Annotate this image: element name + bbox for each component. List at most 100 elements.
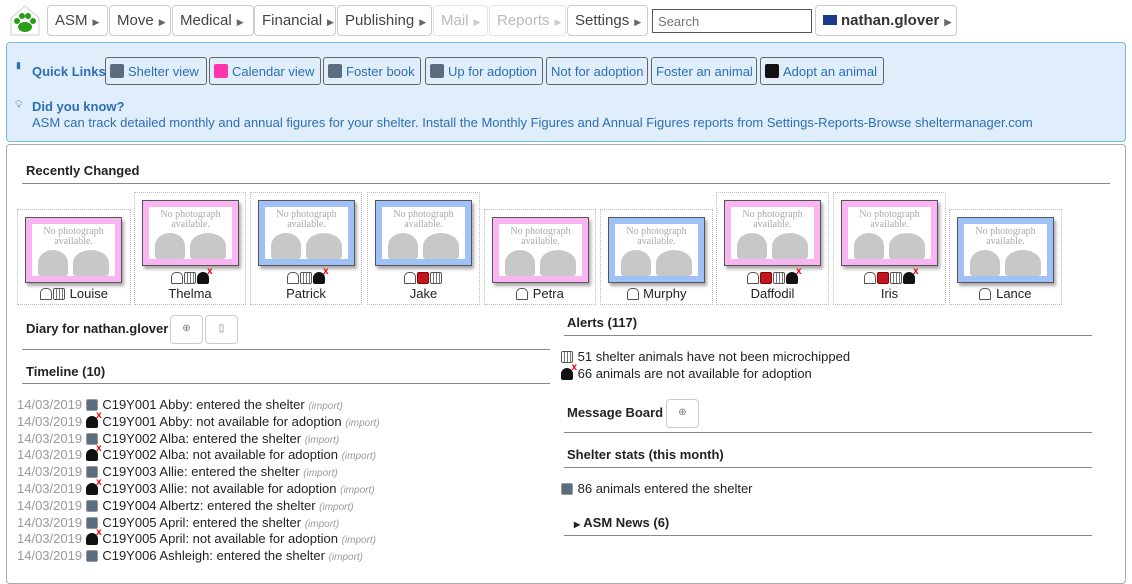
nav-menu-reports[interactable]: Reports ▶ (489, 5, 566, 36)
animal-photo[interactable]: No photograph available. (492, 217, 589, 283)
animal-name[interactable]: Jake (409, 286, 438, 301)
animal-name-row[interactable]: Louise (18, 286, 130, 301)
animal-card[interactable]: No photograph available. Jake (367, 192, 480, 305)
timeline-entry[interactable]: 14/03/2019 C19Y001 Abby: not available f… (17, 410, 380, 429)
not-for-adoption-icon (85, 443, 102, 462)
animal-card[interactable]: No photograph available. Patrick (250, 192, 362, 305)
alert-item[interactable]: 51 shelter animals have not been microch… (561, 349, 850, 364)
entered-icon (85, 550, 98, 563)
timeline-entry[interactable]: 14/03/2019 C19Y002 Alba: entered the she… (17, 431, 339, 446)
animal-name[interactable]: Thelma (168, 286, 212, 301)
animal-photo[interactable]: No photograph available. (608, 217, 705, 283)
animal-photo[interactable]: No photograph available. (841, 200, 938, 266)
timeline-title: Timeline (10) (26, 364, 106, 379)
animal-name[interactable]: Daffodil (750, 286, 795, 301)
quick-link-shelter-view[interactable]: Shelter view (105, 57, 207, 85)
timeline-text: C19Y002 Alba: entered the shelter (102, 430, 302, 446)
quick-link-up-for-adoption[interactable]: Up for adoption (425, 57, 543, 85)
nav-menu-asm[interactable]: ASM ▶ (47, 5, 108, 36)
timeline-date: 14/03/2019 (17, 531, 83, 547)
entered-icon (85, 466, 98, 479)
animal-photo[interactable]: No photograph available. (258, 200, 355, 266)
house-icon (170, 272, 183, 284)
nav-menu-mail[interactable]: Mail ▶ (433, 5, 488, 36)
animal-card[interactable]: No photograph available. Thelma (134, 192, 246, 305)
quick-link-calendar-view[interactable]: Calendar view (209, 57, 321, 85)
animal-card[interactable]: No photograph available. Daffodil (716, 192, 829, 305)
animal-photo[interactable]: No photograph available. (25, 217, 122, 283)
stats-item[interactable]: 86 animals entered the shelter (561, 481, 753, 496)
caret-right-icon: ▶ (92, 17, 100, 27)
asm-logo-paw-icon[interactable] (8, 4, 42, 36)
timeline-text: C19Y005 April: not available for adoptio… (102, 531, 338, 547)
alert-item[interactable]: 66 animals are not available for adoptio… (561, 362, 812, 381)
no-photo-text: No photograph available. (160, 209, 221, 230)
timeline-date: 14/03/2019 (17, 430, 83, 446)
medical-icon (417, 272, 429, 284)
timeline-entry[interactable]: 14/03/2019 C19Y003 Allie: entered the sh… (17, 464, 338, 479)
entered-icon (85, 399, 98, 411)
timeline-entry[interactable]: 14/03/2019 C19Y005 April: entered the sh… (17, 515, 339, 530)
search-input[interactable] (652, 9, 812, 33)
add-message-button[interactable]: ⊕ (666, 399, 699, 428)
animal-name-row[interactable]: Petra (485, 286, 595, 301)
timeline-user: (import) (308, 401, 343, 412)
animal-name[interactable]: Patrick (286, 286, 326, 301)
asm-news-toggle[interactable]: ▶ ASM News (6) (574, 515, 669, 530)
adoption-icon (430, 64, 444, 78)
timeline-entry[interactable]: 14/03/2019 C19Y004 Albertz: entered the … (17, 498, 354, 513)
timeline-text: C19Y005 April: entered the shelter (102, 514, 302, 530)
timeline-date: 14/03/2019 (17, 514, 83, 530)
animal-photo[interactable]: No photograph available. (724, 200, 821, 266)
entered-icon (85, 432, 98, 445)
username: nathan.glover (841, 12, 940, 29)
microchip-icon (299, 272, 312, 284)
nav-label: ASM (55, 12, 88, 29)
quick-link-not-for-adoption[interactable]: Not for adoption (546, 57, 648, 85)
timeline-text: C19Y003 Allie: entered the shelter (102, 464, 300, 480)
animal-name-row[interactable]: Murphy (601, 286, 712, 301)
house-icon (979, 288, 992, 300)
timeline-entry[interactable]: 14/03/2019 C19Y005 April: not available … (17, 527, 376, 547)
not-for-adoption-icon (561, 362, 577, 380)
timeline-user: (import) (304, 434, 340, 446)
diary-calendar-button[interactable]: ▯ (205, 315, 238, 344)
timeline-date: 14/03/2019 (17, 548, 83, 564)
nav-label: Medical (180, 12, 232, 29)
nav-menu-settings[interactable]: Settings ▶ (567, 5, 648, 36)
nav-menu-move[interactable]: Move ▶ (109, 5, 171, 36)
animal-card[interactable]: No photograph available. Iris (833, 192, 946, 305)
timeline-entry[interactable]: 14/03/2019 C19Y006 Ashleigh: entered the… (17, 548, 363, 563)
quick-link-label: Adopt an animal (783, 64, 877, 79)
animal-flags (368, 272, 479, 285)
animal-photo[interactable]: No photograph available. (142, 200, 239, 266)
timeline-entry[interactable]: 14/03/2019 C19Y002 Alba: not available f… (17, 443, 376, 462)
timeline-entry[interactable]: 14/03/2019 C19Y003 Allie: not available … (17, 477, 375, 496)
timeline-text: C19Y006 Ashleigh: entered the shelter (102, 548, 325, 564)
microchip-icon (889, 272, 902, 284)
animal-name-row[interactable]: Lance (950, 286, 1061, 301)
quick-link-adopt-an-animal[interactable]: Adopt an animal (760, 57, 884, 85)
quick-link-foster-book[interactable]: Foster book (323, 57, 421, 85)
animal-card[interactable]: No photograph available. Lance (949, 209, 1062, 305)
timeline-entry[interactable]: 14/03/2019 C19Y001 Abby: entered the she… (17, 397, 343, 412)
house-icon (404, 272, 416, 284)
not-for-adoption-icon (902, 266, 919, 284)
no-photo-text: No photograph available. (742, 209, 803, 230)
animal-name[interactable]: Iris (880, 286, 899, 301)
animal-card[interactable]: No photograph available. Louise (17, 209, 131, 305)
add-diary-button[interactable]: ⊕ (170, 315, 203, 344)
animal-photo[interactable]: No photograph available. (375, 200, 472, 266)
animal-photo[interactable]: No photograph available. (957, 217, 1054, 283)
animal-card[interactable]: No photograph available. Petra (484, 209, 596, 305)
alert-text: 66 animals are not available for adoptio… (577, 366, 812, 381)
nav-menu-medical[interactable]: Medical ▶ (172, 5, 254, 36)
nav-menu-publishing[interactable]: Publishing ▶ (337, 5, 432, 36)
not-for-adoption-icon (85, 477, 102, 495)
nav-menu-financial[interactable]: Financial ▶ (254, 5, 336, 36)
stats-text: 86 animals entered the shelter (577, 481, 753, 496)
quick-link-foster-an-animal[interactable]: Foster an animal (651, 57, 757, 85)
microchip-icon (53, 288, 66, 300)
user-menu-button[interactable]: nathan.glover ▶ (815, 5, 957, 36)
animal-card[interactable]: No photograph available. Murphy (600, 209, 713, 305)
